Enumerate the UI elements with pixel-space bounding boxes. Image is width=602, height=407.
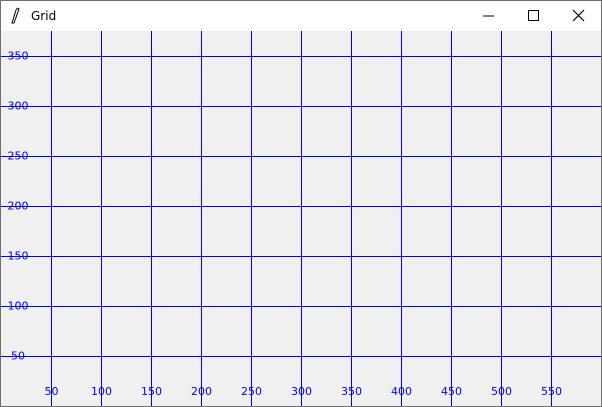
y-label: 150 [8,250,29,263]
grid-canvas: 50 100 150 200 250 300 350 400 450 500 550 50 100 150… [1,31,601,406]
y-label: 100 [8,300,29,313]
x-label: 50 [45,385,59,398]
title-bar-icons [11,7,585,24]
y-label: 250 [8,150,29,163]
y-label: 300 [8,100,29,113]
x-label: 250 [241,385,262,398]
window-title: Grid [31,9,57,23]
x-label: 450 [441,385,462,398]
x-label: 300 [291,385,312,398]
x-label: 500 [491,385,512,398]
maximize-button[interactable] [528,10,539,21]
x-label: 350 [341,385,362,398]
x-label: 200 [191,385,212,398]
x-label: 150 [141,385,162,398]
app-icon [11,7,20,24]
x-label: 400 [391,385,412,398]
x-label: 100 [91,385,112,398]
y-label: 350 [8,50,29,63]
y-label: 200 [8,200,29,213]
close-button[interactable] [572,9,585,22]
x-label: 550 [541,385,562,398]
y-label: 50 [11,350,25,363]
title-bar: Grid [1,1,601,31]
